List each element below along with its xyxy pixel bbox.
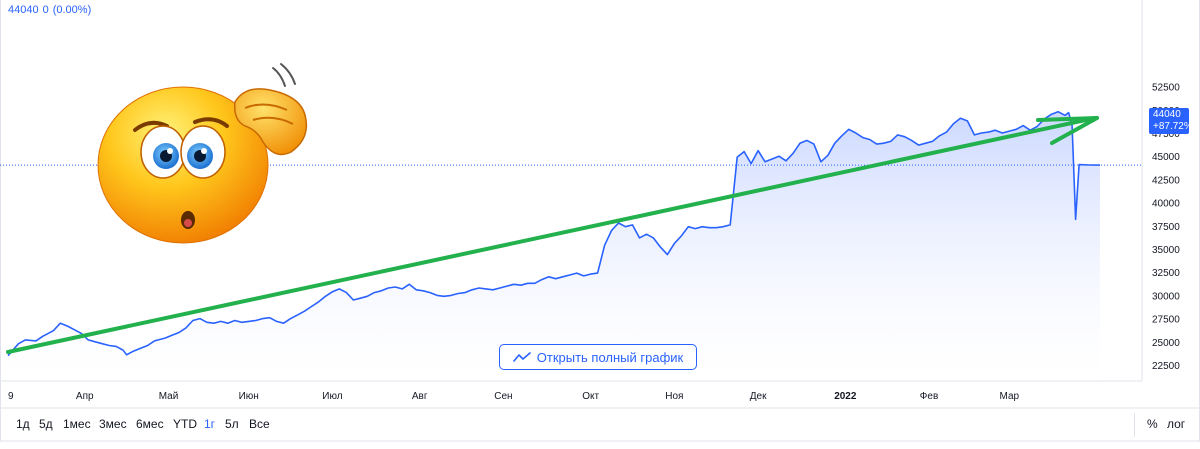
open-full-chart-button[interactable]: Открыть полный график bbox=[499, 344, 697, 370]
y-tick-label: 25000 bbox=[1152, 338, 1180, 349]
x-tick-label: Дек bbox=[750, 391, 767, 402]
legend-price: 44040 bbox=[8, 4, 39, 16]
y-tick-label: 32500 bbox=[1152, 268, 1180, 279]
y-tick-label: 30000 bbox=[1152, 291, 1180, 302]
range-button-5y[interactable]: 5л bbox=[225, 417, 239, 431]
x-tick-label: Апр bbox=[76, 391, 94, 402]
last-price-value: 44040 bbox=[1153, 109, 1181, 120]
x-tick-label: Июн bbox=[239, 391, 259, 402]
y-tick-label: 52500 bbox=[1152, 83, 1180, 94]
y-tick-label: 45000 bbox=[1152, 152, 1180, 163]
range-button-all[interactable]: Все bbox=[249, 417, 270, 431]
range-button-1m[interactable]: 1мес bbox=[63, 417, 91, 431]
range-button-1d[interactable]: 1д bbox=[16, 417, 30, 431]
x-tick-label: 2022 bbox=[834, 391, 857, 402]
y-tick-label: 22500 bbox=[1152, 361, 1180, 372]
y-tick-label: 47500 bbox=[1152, 129, 1180, 140]
toolbar-divider bbox=[1134, 413, 1135, 437]
x-tick-label: Окт bbox=[582, 391, 599, 402]
last-price-change: +87.72% bbox=[1153, 121, 1193, 132]
y-tick-label: 37500 bbox=[1152, 222, 1180, 233]
range-button-1y[interactable]: 1г bbox=[204, 417, 216, 431]
range-button-6m[interactable]: 6мес bbox=[136, 417, 164, 431]
percent-scale-button[interactable]: % bbox=[1147, 417, 1158, 431]
price-line bbox=[7, 110, 1101, 357]
x-tick-label: Сен bbox=[494, 391, 512, 402]
legend-change: 0 bbox=[42, 4, 49, 16]
range-button-5d[interactable]: 5д bbox=[39, 417, 53, 431]
x-tick-label: Июл bbox=[322, 391, 342, 402]
x-tick-label: Ноя bbox=[665, 391, 683, 402]
green-trend-arrow-icon bbox=[6, 116, 1099, 354]
x-tick-label: Фев bbox=[920, 391, 938, 402]
y-tick-label: 27500 bbox=[1152, 315, 1180, 326]
y-tick-label: 35000 bbox=[1152, 245, 1180, 256]
log-scale-button[interactable]: лог bbox=[1167, 417, 1186, 431]
x-tick-label: Мар bbox=[1000, 391, 1020, 402]
legend-change-pct: (0.00%) bbox=[52, 4, 92, 16]
x-tick-label: Авг bbox=[412, 391, 428, 402]
range-button-ytd[interactable]: YTD bbox=[173, 417, 197, 431]
trend-line-icon bbox=[512, 352, 531, 362]
chart-legend: 44040 0 (0.00%) bbox=[8, 4, 95, 16]
open-full-chart-label: Открыть полный график bbox=[536, 349, 684, 365]
range-button-3m[interactable]: 3мес bbox=[99, 417, 127, 431]
last-price-label: 44040 +87.72% bbox=[1149, 108, 1193, 134]
x-tick-label: 9 bbox=[8, 391, 14, 402]
x-tick-label: Май bbox=[159, 391, 179, 402]
time-axis: 9 Апр Май Июн Июл Авг Сен Окт Ноя Дек 2022 Фев Мар bbox=[8, 391, 1020, 402]
confused-thinking-emoji-icon bbox=[95, 60, 325, 245]
price-area bbox=[8, 111, 1100, 381]
range-toolbar: 1д 5д 1мес 3мес 6мес YTD 1г 5л Все % лог bbox=[0, 409, 1200, 441]
y-tick-label: 42500 bbox=[1152, 175, 1180, 186]
y-tick-label: 40000 bbox=[1152, 199, 1180, 210]
